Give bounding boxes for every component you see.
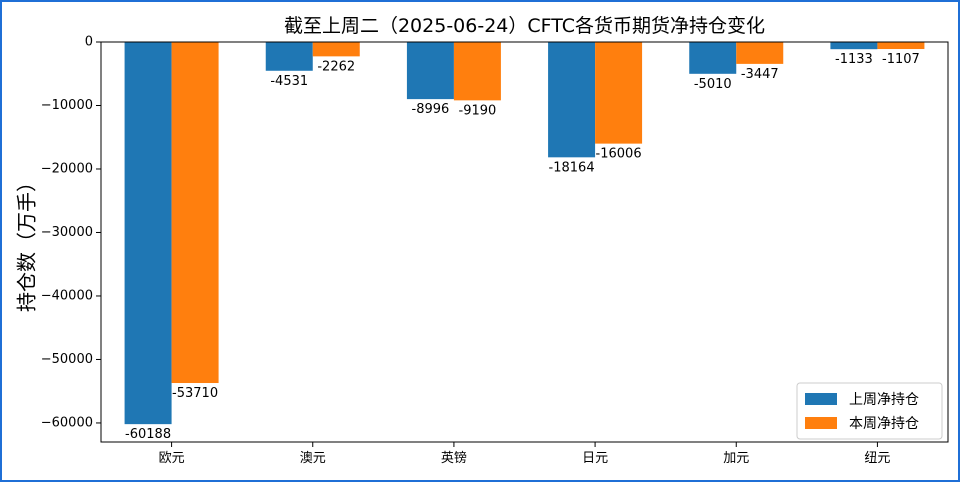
- legend-swatch: [805, 393, 837, 405]
- bar-last-week: [406, 42, 454, 100]
- x-tick-label: 欧元: [159, 451, 185, 466]
- bars-group: [124, 42, 925, 425]
- y-tick-label: 0: [85, 35, 93, 50]
- x-tick-label: 纽元: [864, 451, 890, 466]
- x-axis: 欧元 澳元 英镑 日元 加元 纽元: [159, 442, 890, 466]
- data-label: -8996: [412, 102, 450, 117]
- legend-label: 本周净持仓: [849, 416, 919, 432]
- data-label: -3447: [741, 67, 779, 82]
- y-tick-label: −20000: [41, 161, 93, 176]
- data-label: -2262: [317, 59, 355, 74]
- bar-this-week: [171, 42, 219, 384]
- data-label: -16006: [596, 147, 642, 162]
- bar-this-week: [595, 42, 643, 144]
- data-label: -1133: [835, 52, 873, 67]
- data-label: -4531: [270, 74, 308, 89]
- bar-this-week: [453, 42, 501, 101]
- x-tick-label: 加元: [723, 451, 749, 466]
- x-tick-label: 英镑: [441, 450, 467, 466]
- x-tick-label: 日元: [582, 451, 608, 466]
- x-tick-label: 澳元: [300, 450, 326, 466]
- y-tick-label: −10000: [41, 98, 93, 113]
- bar-this-week: [312, 42, 360, 57]
- data-label: -1107: [882, 52, 920, 67]
- data-label: -9190: [459, 103, 497, 118]
- bar-last-week: [689, 42, 737, 74]
- y-tick-label: −60000: [41, 415, 93, 430]
- bar-last-week: [830, 42, 878, 50]
- y-axis-label: 持仓数（万手）: [15, 172, 39, 312]
- legend-label: 上周净持仓: [849, 392, 919, 408]
- data-label: -60188: [125, 427, 171, 442]
- bar-this-week: [736, 42, 784, 64]
- data-labels-group: -60188-53710-4531-2262-8996 -9190-18164-1…: [125, 52, 920, 442]
- data-label: -18164: [549, 160, 595, 175]
- y-tick-label: −30000: [41, 225, 93, 240]
- plot-area-border: [100, 41, 949, 443]
- y-tick-label: −40000: [41, 288, 93, 303]
- y-axis: 0 −10000 −20000 −30000 −40000 −50000 −60000: [41, 35, 101, 430]
- data-label: -53710: [172, 386, 218, 401]
- bar-last-week: [548, 42, 596, 158]
- bar-last-week: [265, 42, 313, 71]
- bar-this-week: [877, 42, 925, 50]
- bar-last-week: [124, 42, 172, 425]
- chart-title: 截至上周二（2025-06-24）CFTC各货币期货净持仓变化: [284, 15, 765, 37]
- y-tick-label: −50000: [41, 352, 93, 367]
- data-label: -5010: [694, 77, 732, 92]
- legend-swatch: [805, 417, 837, 429]
